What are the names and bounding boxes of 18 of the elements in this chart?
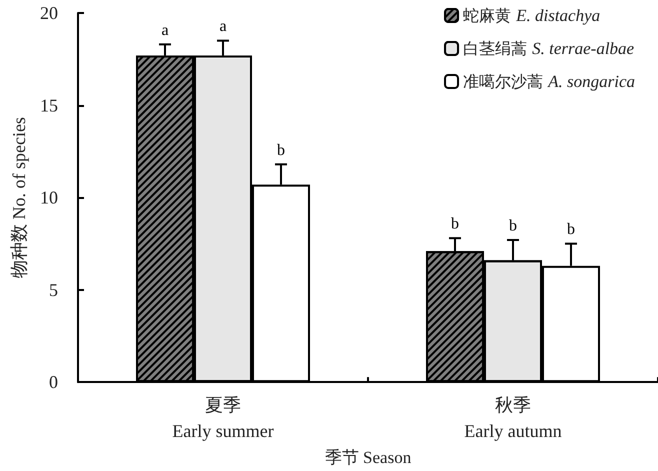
legend-label: 蛇麻黄 E. distachya bbox=[463, 6, 600, 25]
data-label: b bbox=[567, 221, 575, 238]
data-label: b bbox=[451, 216, 459, 233]
x-axis-title: 季节 Season bbox=[324, 448, 412, 467]
legend-label: 准噶尔沙蒿 A. songarica bbox=[463, 72, 636, 91]
data-label: a bbox=[219, 18, 227, 36]
x-tick-label: 夏季 Early summer bbox=[172, 395, 274, 442]
data-label: b bbox=[509, 217, 517, 234]
y-tick-label: 20 bbox=[40, 3, 58, 23]
y-tick-label: 15 bbox=[40, 95, 58, 116]
x-tick-label: 秋季 Early autumn bbox=[464, 395, 562, 442]
y-tick-label: 5 bbox=[49, 280, 58, 300]
data-label: a bbox=[161, 22, 169, 39]
y-axis-title: 物种数 No. of species bbox=[9, 117, 29, 278]
data-label: b bbox=[277, 142, 285, 159]
y-tick-label: 10 bbox=[40, 188, 58, 208]
legend-label: 白茎绢蒿 S. terrae-albae bbox=[463, 39, 635, 58]
y-tick-label: 0 bbox=[49, 372, 58, 392]
